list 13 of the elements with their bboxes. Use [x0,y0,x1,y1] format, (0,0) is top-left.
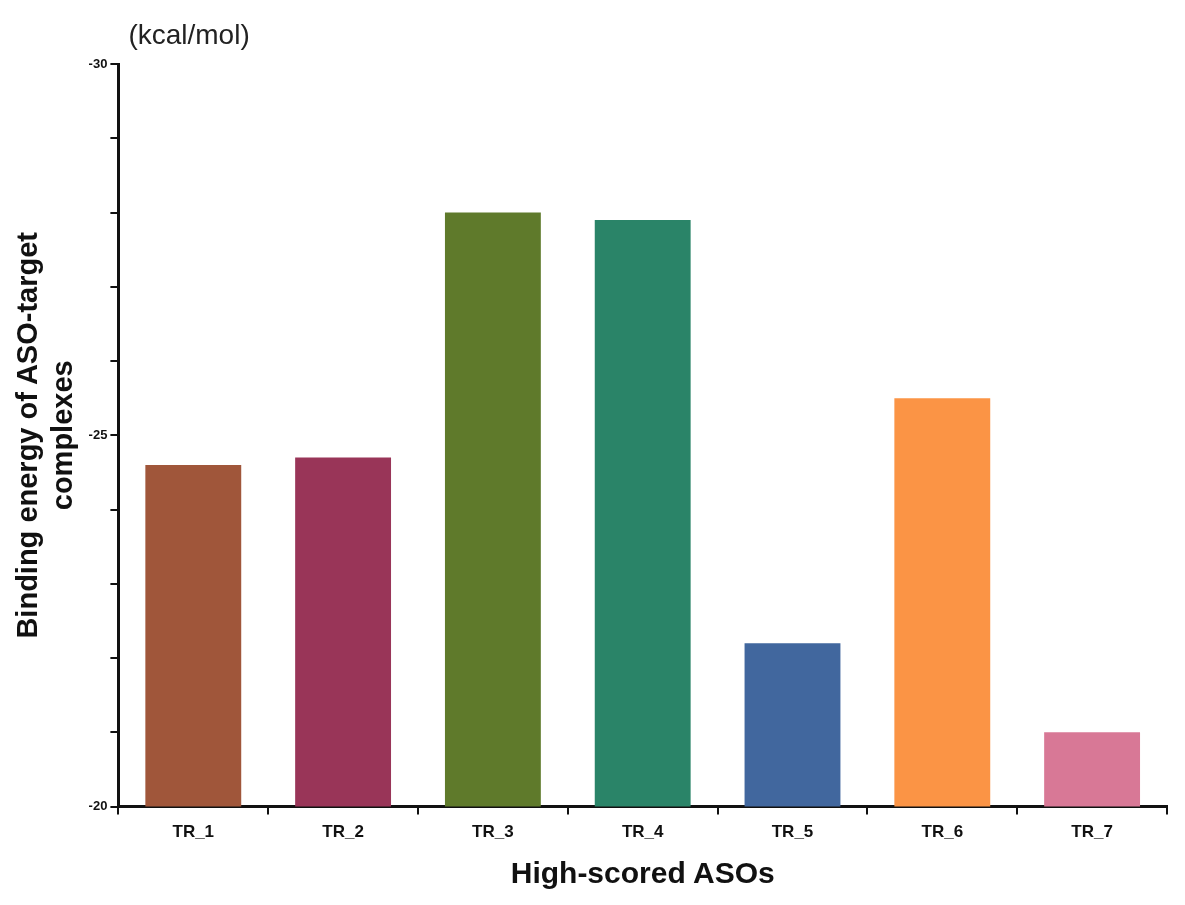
x-tick-label: TR_3 [472,822,514,842]
x-tick-label: TR_2 [322,822,364,842]
y-axis-title: Binding energy of ASO-target complexes [11,231,79,639]
y-tick-label: -25 [88,426,108,442]
x-tick-label: TR_7 [1071,822,1113,842]
x-axis-title: High-scored ASOs [510,856,775,890]
x-tick-label: TR_1 [172,822,215,842]
text: (kcal/mol) [128,18,250,50]
x-tick-label: TR_5 [771,822,814,842]
x-tick-label: TR_4 [621,822,665,842]
x-tick-label: TR_6 [921,822,964,842]
y-tick-label: -20 [88,798,108,814]
y-tick-label: -30 [88,55,108,71]
